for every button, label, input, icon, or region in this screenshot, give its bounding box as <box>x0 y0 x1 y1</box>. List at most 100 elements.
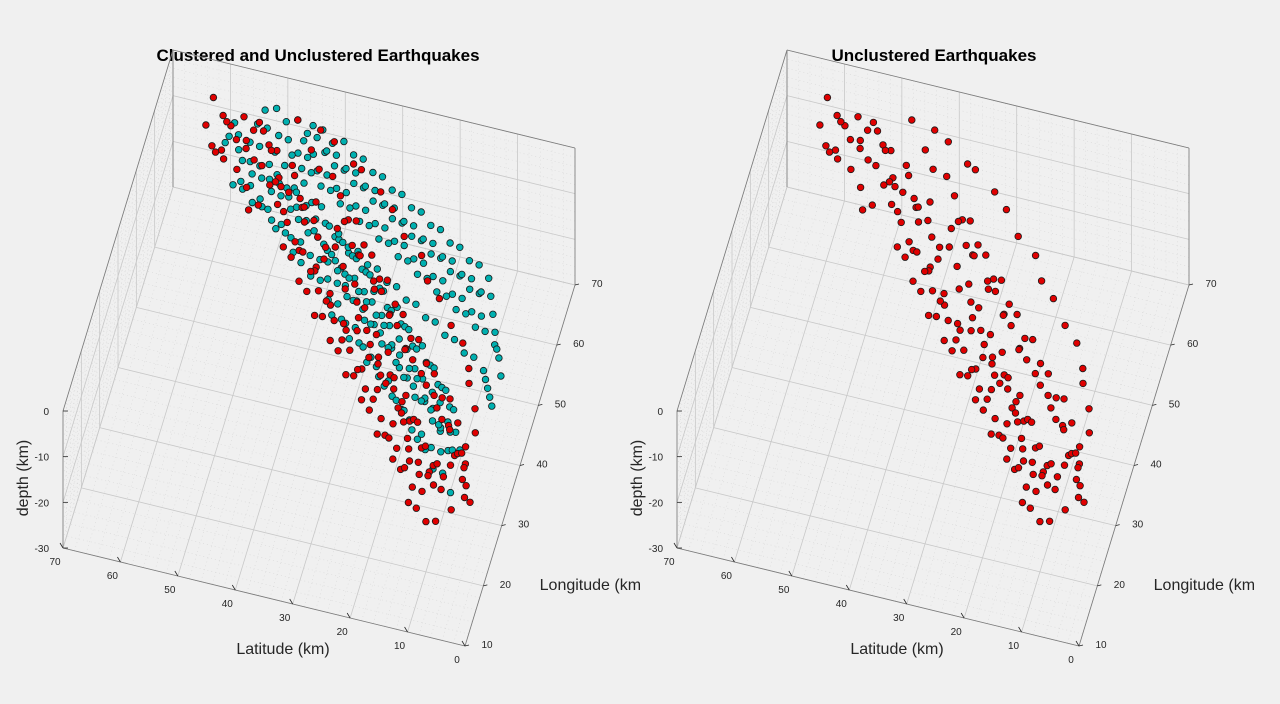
unclustered-quake-point <box>461 443 470 451</box>
clustered-quake-point <box>411 393 419 401</box>
unclustered-quake-point <box>967 327 975 335</box>
unclustered-quake-point <box>1028 458 1036 466</box>
unclustered-quake-point <box>846 135 855 144</box>
clustered-quake-point <box>493 345 501 353</box>
x-tick-mark <box>731 556 735 563</box>
unclustered-quake-point <box>893 207 902 216</box>
clustered-quake-point <box>342 188 350 197</box>
unclustered-quake-point <box>1031 369 1039 378</box>
unclustered-quake-point <box>283 218 291 227</box>
unclustered-quake-point <box>317 126 325 134</box>
clustered-quake-point <box>437 448 445 456</box>
unclustered-quake-point <box>1018 498 1027 507</box>
y-tick-mark <box>483 584 488 587</box>
x-tick-mark <box>845 584 850 591</box>
unclustered-quake-point <box>374 360 382 368</box>
unclustered-quake-point <box>856 136 864 145</box>
unclustered-quake-point <box>299 248 307 256</box>
clustered-quake-point <box>378 173 387 181</box>
unclustered-quake-point <box>1019 445 1027 453</box>
unclustered-quake-point <box>1035 442 1044 450</box>
unclustered-quake-point <box>349 160 358 168</box>
unclustered-quake-point <box>322 297 330 305</box>
x-tick-mark <box>346 612 351 619</box>
unclustered-quake-point <box>833 111 841 120</box>
clustered-quake-point <box>267 187 276 196</box>
unclustered-quake-point <box>446 395 454 403</box>
unclustered-quake-point <box>339 319 348 328</box>
y-axis-label: Longitude (km) <box>1154 577 1254 594</box>
clustered-quake-point <box>275 131 283 140</box>
clustered-quake-point <box>487 292 495 300</box>
clustered-quake-point <box>384 239 393 247</box>
y-tick-mark <box>1188 283 1194 286</box>
unclustered-quake-point <box>966 217 974 225</box>
floor-grid-line <box>150 258 554 358</box>
unclustered-quake-point <box>954 217 963 226</box>
x-axis-label: Latitude (km) <box>236 641 329 658</box>
x-tick-label: 40 <box>222 599 234 610</box>
backwall-grid-line <box>786 58 1190 158</box>
floor-grid-line <box>739 343 1142 442</box>
floor-grid-line <box>114 379 517 478</box>
clustered-quake-point <box>417 430 426 438</box>
clustered-quake-point <box>375 235 383 243</box>
unclustered-quake-point <box>423 277 432 285</box>
z-tick-label: -30 <box>35 544 50 555</box>
clustered-quake-point <box>392 358 400 367</box>
unclustered-quake-point <box>372 330 381 339</box>
unclustered-quake-point <box>211 148 220 156</box>
unclustered-quake-point <box>970 251 978 260</box>
clustered-quake-point <box>417 208 425 216</box>
clustered-quake-point <box>333 279 341 287</box>
unclustered-quake-point <box>361 304 369 312</box>
clustered-quake-point <box>417 397 425 405</box>
clustered-quake-point <box>412 300 420 308</box>
unclustered-quake-point <box>431 517 440 525</box>
clustered-quake-point <box>298 164 306 173</box>
clustered-quake-point <box>435 421 443 429</box>
unclustered-quake-point <box>377 414 385 423</box>
unclustered-quake-point <box>315 165 323 173</box>
clustered-quake-point <box>407 204 416 212</box>
y-tick-mark <box>1097 584 1102 587</box>
unclustered-quake-point <box>967 298 975 306</box>
clustered-quake-point <box>229 181 237 189</box>
clustered-quake-point <box>495 354 503 362</box>
x-tick-label: 30 <box>893 613 905 624</box>
clustered-quake-point <box>331 257 339 265</box>
unclustered-quake-point <box>400 232 408 241</box>
unclustered-quake-point <box>354 314 363 322</box>
sidewall-grid-line <box>676 177 788 539</box>
clustered-quake-point <box>317 182 325 190</box>
unclustered-quake-point <box>854 113 862 121</box>
unclustered-quake-point <box>956 371 964 379</box>
y-tick-label: 30 <box>1132 520 1144 531</box>
y-tick-mark <box>574 283 580 286</box>
unclustered-quake-point <box>348 241 356 250</box>
unclustered-quake-point <box>1076 482 1084 490</box>
unclustered-quake-point <box>1031 251 1040 260</box>
clustered-quake-point <box>436 225 445 234</box>
clustered-quake-point <box>327 250 336 259</box>
clustered-quake-point <box>431 318 439 326</box>
unclustered-quake-point <box>394 404 402 412</box>
unclustered-quake-point <box>369 277 378 285</box>
backwall-grid-line <box>786 177 1190 277</box>
clustered-quake-point <box>309 121 317 130</box>
floor-grid-line <box>154 246 557 346</box>
unclustered-quake-point <box>816 121 824 129</box>
unclustered-quake-point <box>974 241 982 249</box>
unclustered-quake-point <box>390 374 398 382</box>
clustered-quake-point <box>234 145 243 154</box>
clustered-quake-point <box>294 149 302 157</box>
unclustered-quake-point <box>1061 506 1069 514</box>
unclustered-quake-point <box>1013 418 1022 426</box>
y-tick-mark <box>556 343 561 346</box>
unclustered-quake-point <box>914 218 923 226</box>
unclustered-quake-point <box>1036 359 1045 368</box>
unclustered-quake-point <box>1022 483 1030 491</box>
clustered-quake-point <box>413 375 421 383</box>
unclustered-quake-point <box>233 165 241 174</box>
clustered-quake-point <box>284 135 292 144</box>
